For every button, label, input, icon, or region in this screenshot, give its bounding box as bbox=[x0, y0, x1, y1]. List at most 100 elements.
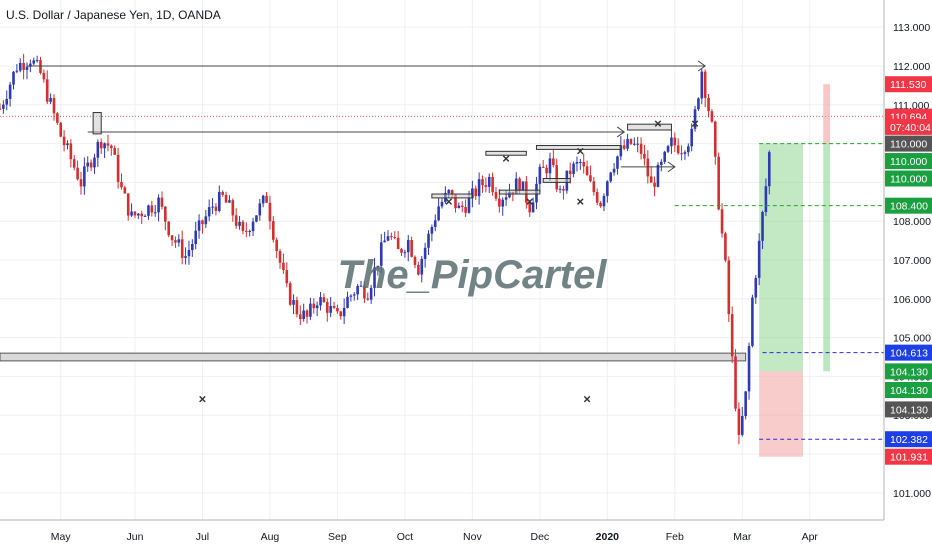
candle-body bbox=[218, 191, 221, 211]
candle-body bbox=[356, 285, 359, 295]
candle-body bbox=[518, 178, 521, 191]
candle-body bbox=[487, 176, 491, 187]
price-label-bg bbox=[885, 118, 932, 135]
candle-body bbox=[663, 151, 666, 162]
candle-body bbox=[231, 200, 235, 216]
candle-body bbox=[430, 226, 434, 234]
candle-body bbox=[548, 158, 552, 174]
x-marker: × bbox=[526, 194, 534, 209]
x-marker: × bbox=[577, 143, 585, 158]
candle-body bbox=[123, 187, 127, 194]
price-label-bg bbox=[885, 170, 932, 187]
candle-body bbox=[373, 267, 376, 288]
candle-body bbox=[234, 215, 238, 226]
price-label: 111.530 bbox=[890, 79, 927, 91]
candle-body bbox=[211, 206, 214, 208]
candle-body bbox=[106, 143, 110, 146]
candle-body bbox=[767, 152, 771, 187]
candle-body bbox=[508, 191, 511, 198]
x-marker: × bbox=[445, 194, 453, 209]
candle-body bbox=[184, 256, 187, 258]
candle-body bbox=[180, 239, 184, 258]
candle-body bbox=[609, 172, 613, 182]
price-label: 110.000 bbox=[890, 139, 927, 151]
time-tick-label: Jul bbox=[196, 531, 209, 543]
candle-body bbox=[62, 136, 66, 146]
candle-body bbox=[224, 194, 228, 203]
candle-body bbox=[12, 71, 15, 85]
price-tick-label: 106.000 bbox=[893, 294, 931, 306]
candle-body bbox=[76, 167, 79, 180]
candle-body bbox=[585, 166, 589, 176]
candle-body bbox=[120, 181, 123, 188]
candle-body bbox=[440, 201, 444, 207]
candle-body bbox=[305, 310, 309, 317]
time-tick-label: Aug bbox=[261, 531, 280, 543]
arrow-head bbox=[667, 161, 676, 173]
candle-body bbox=[336, 307, 339, 312]
candle-body bbox=[147, 205, 150, 216]
watermark: The_PipCartel bbox=[338, 253, 608, 297]
candle-body bbox=[450, 190, 454, 195]
time-tick-label: Mar bbox=[733, 531, 752, 543]
price-label-bg bbox=[885, 135, 932, 152]
candle-body bbox=[683, 152, 687, 154]
candle-body bbox=[744, 391, 747, 417]
price-label-bg bbox=[885, 363, 932, 380]
candle-body bbox=[130, 211, 133, 216]
candle-body bbox=[653, 182, 656, 187]
candle-body bbox=[248, 231, 251, 233]
time-axis[interactable]: May Jun Jul Aug Sep Oct Nov Dec 2020 Feb Mar Apr bbox=[0, 519, 884, 543]
candle-body bbox=[86, 162, 90, 167]
target-extension-zone bbox=[823, 84, 831, 144]
range-box bbox=[498, 189, 541, 195]
candle-body bbox=[423, 247, 427, 259]
candle-body bbox=[332, 306, 336, 308]
candle-body bbox=[177, 239, 181, 243]
candle-body bbox=[143, 215, 147, 217]
candle-body bbox=[302, 310, 305, 319]
time-tick-label: Sep bbox=[328, 531, 347, 543]
price-axis[interactable]: 113.000112.000111.000110.000109.000108.0… bbox=[883, 0, 932, 520]
candle-body bbox=[2, 104, 5, 109]
candle-body bbox=[393, 237, 397, 239]
candle-body bbox=[386, 236, 390, 241]
candle-body bbox=[403, 252, 407, 254]
candle-body bbox=[204, 216, 208, 225]
candle-body bbox=[32, 60, 36, 64]
time-tick-label: Feb bbox=[666, 531, 684, 543]
candle-body bbox=[406, 240, 410, 253]
candle-body bbox=[329, 306, 332, 313]
candle-body bbox=[339, 311, 343, 317]
candle-body bbox=[96, 142, 100, 158]
candle-body bbox=[687, 146, 690, 153]
candle-body bbox=[558, 188, 562, 190]
candle-body bbox=[271, 221, 275, 240]
candle-body bbox=[720, 209, 724, 234]
range-box bbox=[92, 112, 102, 135]
candle-body bbox=[89, 162, 93, 168]
candle-body bbox=[521, 181, 525, 191]
candle-body bbox=[8, 84, 12, 99]
price-label-bg bbox=[885, 448, 932, 465]
price-label: 104.130 bbox=[890, 385, 928, 397]
candle-body bbox=[616, 156, 619, 169]
candle-body bbox=[359, 285, 363, 287]
candle-body bbox=[707, 97, 710, 112]
price-label: 07:40:04 bbox=[890, 122, 931, 134]
candle-body bbox=[433, 220, 437, 227]
candle-body bbox=[747, 345, 751, 392]
candle-body bbox=[214, 206, 218, 211]
price-label: 108.400 bbox=[890, 201, 928, 213]
candle-body bbox=[417, 264, 420, 275]
time-tick-label: Nov bbox=[463, 531, 482, 543]
candle-body bbox=[498, 198, 501, 207]
candle-body bbox=[282, 262, 285, 271]
candle-body bbox=[572, 163, 575, 174]
drawing-tools[interactable]: × × × × × × × × × bbox=[26, 60, 884, 440]
candle-body bbox=[292, 300, 295, 305]
candle-body bbox=[245, 230, 248, 232]
candle-body bbox=[187, 250, 191, 257]
